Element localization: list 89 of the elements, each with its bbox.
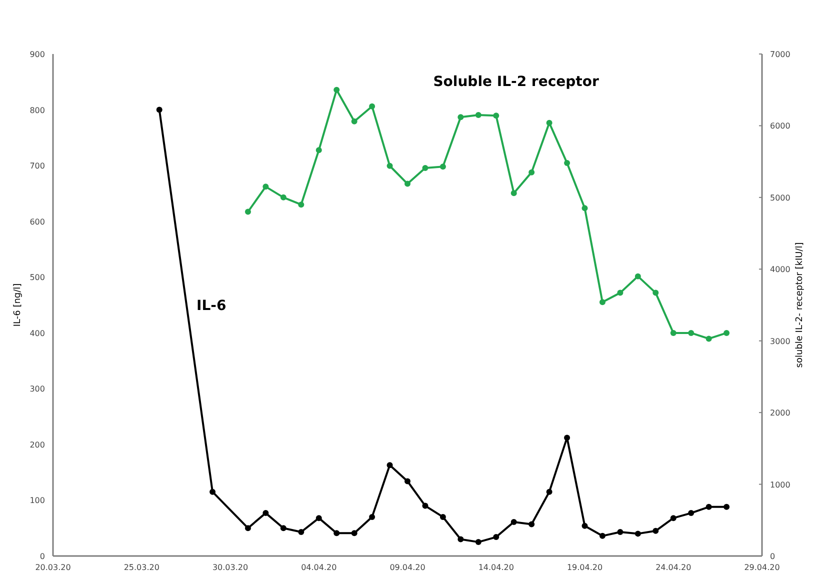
point: [298, 529, 304, 536]
point: [210, 488, 216, 495]
y-tick-label: 700: [30, 162, 45, 171]
point: [634, 273, 641, 280]
point: [369, 514, 376, 520]
y-tick-label: 400: [30, 328, 45, 338]
point: [688, 510, 694, 516]
x-tick-label: 04.04.20: [301, 563, 337, 572]
x-tick-label: 25.03.20: [124, 563, 160, 572]
point: [475, 539, 482, 546]
point: [280, 194, 286, 200]
point: [440, 514, 446, 520]
point: [510, 518, 517, 525]
point: [422, 165, 428, 172]
x-tick-label: 20.03.20: [35, 563, 71, 572]
y-axis-title: IL-6 [ng/l]: [13, 283, 23, 327]
x-tick-label: 14.04.20: [478, 563, 514, 572]
point: [316, 147, 322, 154]
y2-tick-label: 5000: [770, 193, 790, 202]
point: [369, 103, 376, 110]
point: [670, 330, 676, 336]
y-tick-label: 500: [30, 273, 45, 282]
point: [156, 106, 162, 113]
point: [493, 112, 500, 119]
y-tick-label: 900: [30, 50, 45, 59]
point: [404, 180, 410, 187]
point: [528, 521, 535, 528]
point: [599, 532, 606, 539]
y-tick-label: 0: [40, 552, 45, 561]
point: [386, 462, 393, 468]
y2-tick-label: 7000: [770, 50, 790, 59]
point: [440, 164, 446, 170]
y-tick-label: 300: [30, 384, 45, 394]
y2-tick-label: 4000: [770, 265, 790, 274]
point: [458, 114, 464, 120]
y2-axis-title: soluble IL-2- receptor [kIU/l]: [795, 242, 805, 368]
point: [670, 515, 676, 522]
y2-tick-label: 0: [770, 552, 776, 561]
y-tick-label: 100: [30, 496, 45, 506]
point: [334, 86, 340, 93]
y-tick-label: 200: [30, 440, 45, 450]
point: [688, 330, 694, 336]
point: [582, 205, 588, 212]
point: [564, 160, 570, 166]
y2-tick-label: 3000: [770, 336, 790, 346]
point: [334, 530, 340, 536]
x-tick-label: 24.04.20: [656, 563, 692, 572]
point: [724, 330, 730, 336]
point: [617, 529, 624, 536]
point: [244, 525, 251, 532]
y2-tick-label: 6000: [770, 122, 790, 131]
point: [475, 112, 482, 118]
point: [351, 530, 358, 536]
point: [386, 162, 393, 169]
x-tick-label: 09.04.20: [390, 563, 426, 572]
point: [458, 536, 464, 542]
point: [564, 434, 570, 441]
point: [262, 184, 269, 190]
point: [493, 534, 500, 540]
point: [510, 190, 517, 196]
point: [582, 522, 588, 529]
point: [617, 290, 624, 296]
point: [262, 510, 269, 516]
series-label: IL-6: [196, 298, 226, 314]
point: [280, 525, 286, 532]
point: [634, 530, 641, 537]
x-tick-label: 19.04.20: [566, 563, 603, 572]
point: [652, 528, 659, 534]
point: [528, 169, 535, 176]
point: [422, 502, 428, 509]
point: [404, 478, 410, 484]
text: Soluble IL-2 receptor: [433, 74, 599, 90]
point: [316, 515, 322, 522]
y2-tick-label: 2000: [770, 408, 790, 418]
point: [706, 336, 712, 342]
y-tick-label: 800: [30, 106, 45, 115]
point: [724, 504, 730, 510]
point: [546, 488, 552, 495]
y2-tick-label: 1000: [770, 480, 790, 490]
point: [298, 202, 304, 208]
y-tick-label: 600: [30, 217, 45, 226]
point: [351, 118, 358, 124]
point: [652, 290, 659, 296]
x-tick-label: 30.03.20: [212, 563, 248, 572]
point: [599, 299, 606, 306]
point: [244, 208, 251, 215]
x-tick-label: 29.04.20: [744, 563, 780, 572]
point: [546, 120, 552, 126]
point: [706, 504, 712, 510]
